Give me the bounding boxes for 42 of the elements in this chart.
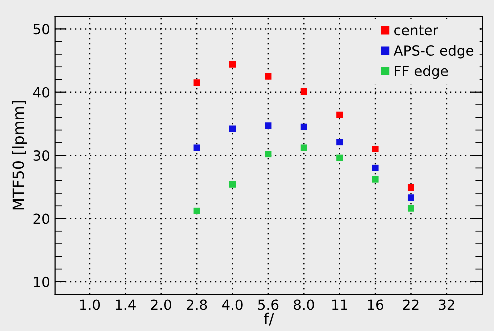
legend-label: center — [394, 26, 438, 36]
x-tick-label: 32 — [439, 300, 454, 310]
x-tick-label: 2.0 — [151, 300, 172, 310]
point — [265, 73, 272, 80]
point — [408, 194, 414, 202]
y-tick-label: 10 — [34, 276, 50, 288]
point — [229, 181, 236, 188]
x-axis-title: f/ — [264, 312, 274, 326]
point — [336, 154, 344, 162]
point — [229, 126, 236, 132]
point — [372, 146, 379, 153]
x-tick-label: 22 — [403, 300, 419, 310]
point — [194, 208, 200, 214]
point — [194, 144, 200, 152]
point — [265, 122, 272, 130]
legend-label: APS-C edge — [394, 45, 474, 59]
point — [408, 184, 414, 192]
legend-label: FF edge — [395, 66, 448, 80]
x-tick-label: 4.0 — [222, 300, 243, 310]
x-tick-label: 11 — [332, 300, 348, 310]
y-tick-label: 40 — [33, 87, 50, 98]
x-tick-label: 1.0 — [80, 300, 100, 310]
x-tick-label: 5.6 — [258, 300, 279, 310]
point — [300, 124, 308, 130]
point — [372, 176, 379, 183]
x-tick-label: 8.0 — [294, 300, 314, 310]
point — [265, 151, 272, 158]
x-tick-label: 1.4 — [116, 300, 136, 310]
point — [300, 88, 308, 96]
point — [194, 80, 200, 86]
point — [372, 164, 379, 172]
point — [336, 112, 344, 118]
y-tick-label: 50 — [34, 24, 50, 35]
y-tick-label: 30 — [34, 150, 50, 162]
x-tick-label: 16 — [368, 300, 384, 310]
point — [300, 144, 308, 152]
y-axis-title: MTF50 [lpmm] — [12, 101, 28, 210]
y-tick-label: 20 — [34, 214, 50, 224]
x-tick-label: 2.8 — [187, 300, 208, 310]
point — [229, 61, 236, 68]
point — [408, 205, 414, 212]
point — [336, 139, 344, 146]
